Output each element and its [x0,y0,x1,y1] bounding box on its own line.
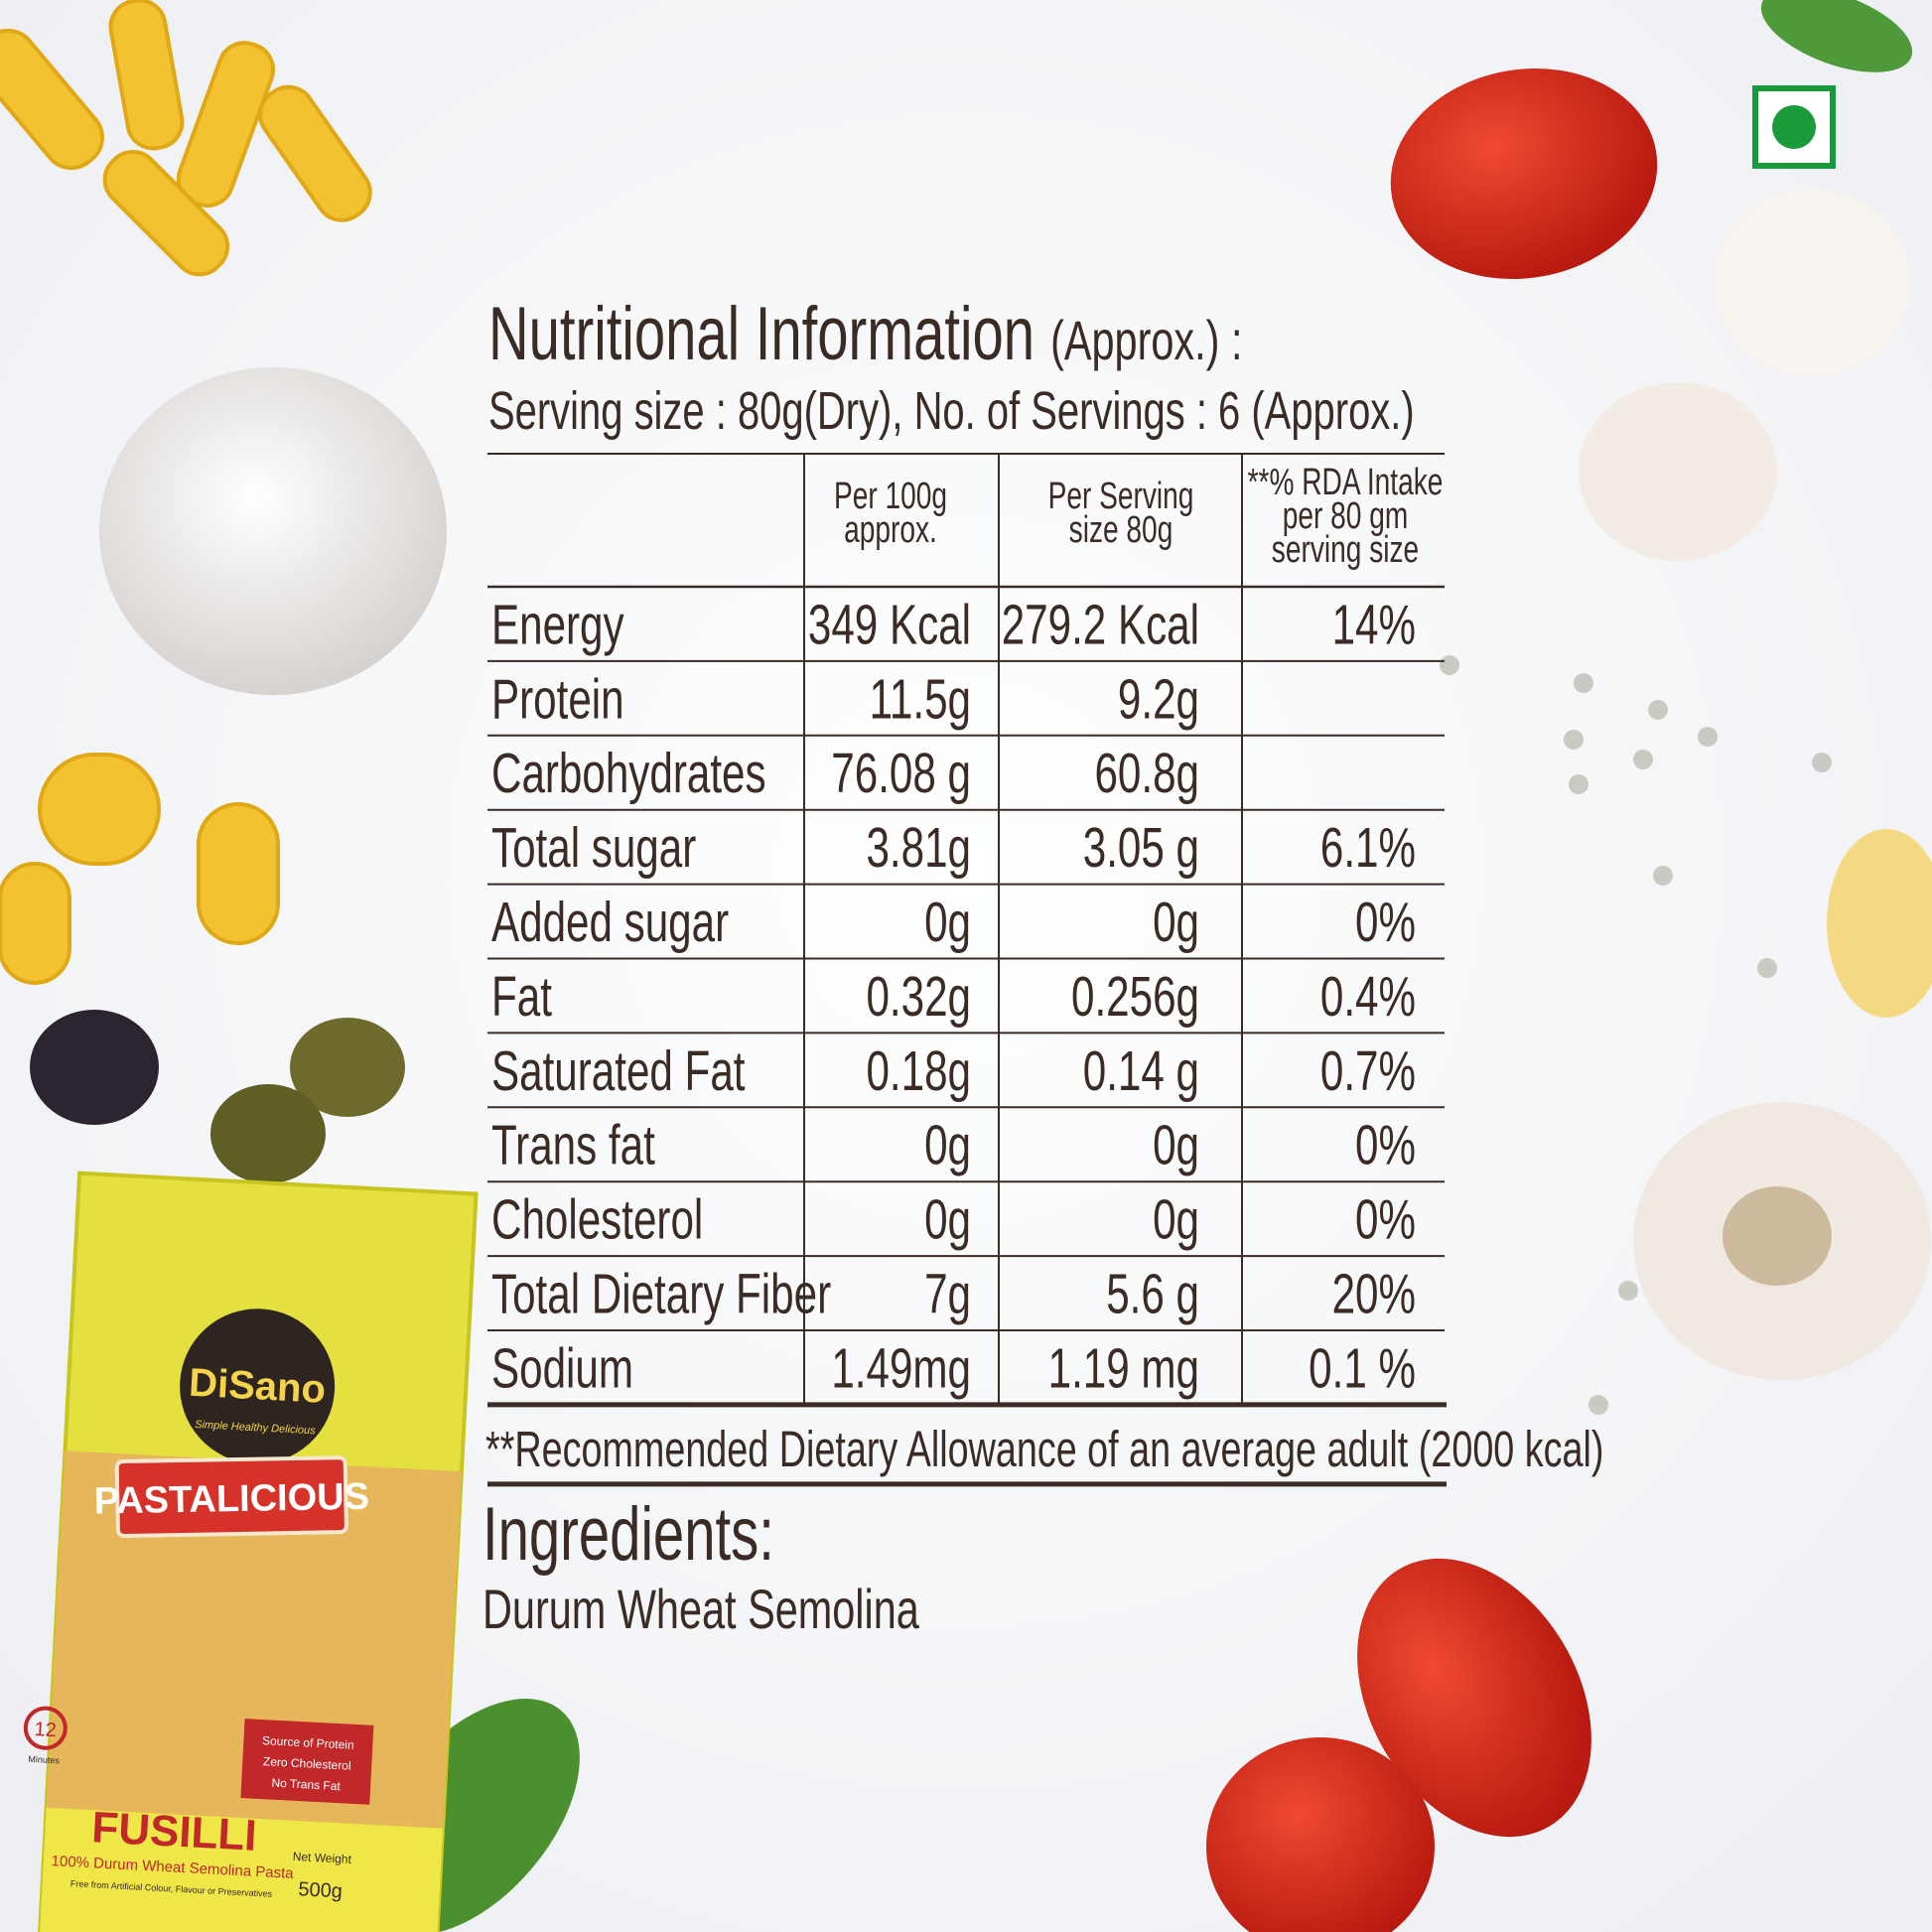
column-header: **% RDA Intake [1248,462,1444,503]
nutrient-value: 1.19 mg [1048,1336,1199,1400]
claim: Zero Cholesterol [263,1754,351,1773]
nutrient-value: 0.14 g [1083,1039,1199,1103]
brand: DiSano [188,1361,327,1412]
nutrient-name: Total sugar [491,816,696,880]
column-header: approx. [844,509,937,551]
nutrient-value: 0% [1355,1114,1416,1177]
nutrient-value: 0.256g [1071,965,1199,1029]
nutrient-name: Total Dietary Fiber [491,1262,831,1325]
serving-info: Serving size : 80g(Dry), No. of Servings… [488,381,1415,441]
nutrient-value: 349 Kcal [808,593,971,656]
column-header: Per 100g [834,476,947,517]
nutrient-value: 5.6 g [1106,1262,1199,1325]
nutrient-value: 9.2g [1118,667,1199,731]
column-header: per 80 gm [1283,495,1409,537]
footnote: **Recommended Dietary Allowance of an av… [485,1420,1603,1477]
nutrient-value: 0.32g [866,965,971,1029]
nutrient-value: 3.05 g [1083,816,1199,880]
nutrient-value: 1.49mg [831,1336,971,1400]
column-header: serving size [1272,529,1419,571]
nutrient-value: 0g [1153,1114,1199,1177]
nutrient-name: Cholesterol [491,1187,703,1251]
column-header: size 80g [1069,509,1173,551]
nutrient-value: 20% [1332,1262,1416,1325]
nutrient-value: 0.7% [1320,1039,1416,1103]
range-name: PASTALICIOUS [93,1476,369,1523]
nutrient-value: 0g [1153,891,1199,954]
nutrient-value: 0g [924,891,971,954]
nutrient-value: 0% [1355,891,1416,954]
nutrient-name: Protein [491,667,624,731]
title-suffix: (Approx.) : [1050,310,1242,372]
nutrient-name: Trans fat [491,1114,655,1177]
nutrient-value: 7g [924,1262,971,1325]
nutrient-name: Saturated Fat [491,1039,746,1103]
nutrient-value: 0.18g [866,1039,971,1103]
claim: No Trans Fat [271,1776,342,1794]
nutrient-name: Fat [491,965,552,1029]
ingredients-title: Ingredients: [483,1492,774,1577]
cook-unit: Minutes [28,1754,60,1766]
column-header: Per Serving [1048,476,1194,517]
nutrient-value: 0g [924,1187,971,1251]
cook-time: 12 [34,1719,57,1741]
title: Nutritional Information [488,292,1035,376]
nutrient-value: 76.08 g [831,742,971,805]
nutrient-name: Sodium [491,1336,633,1400]
nutrient-value: 11.5g [870,667,971,731]
nutrient-value: 0.4% [1320,965,1416,1029]
claim: Source of Protein [262,1733,354,1752]
nutrient-value: 0.1 % [1309,1336,1416,1400]
net-weight-label: Net Weight [292,1850,351,1866]
product-package: DiSano Simple Healthy Delicious PASTALIC… [23,1171,479,1932]
nutrient-value: 0g [1153,1187,1199,1251]
nutrient-name: Carbohydrates [491,742,766,805]
product-name: FUSILLI [90,1803,258,1861]
nutrient-value: 60.8g [1094,742,1199,805]
nutrient-name: Added sugar [491,891,729,954]
nutrient-value: 3.81g [866,816,971,880]
nutrient-value: 279.2 Kcal [1002,593,1199,656]
nutrient-value: 0g [924,1114,971,1177]
nutrient-value: 14% [1332,593,1416,656]
nutrient-value: 6.1% [1320,816,1416,880]
ingredients-text: Durum Wheat Semolina [483,1579,919,1641]
nutrient-name: Energy [491,593,624,656]
net-weight: 500g [298,1878,344,1902]
nutrient-value: 0% [1355,1187,1416,1251]
